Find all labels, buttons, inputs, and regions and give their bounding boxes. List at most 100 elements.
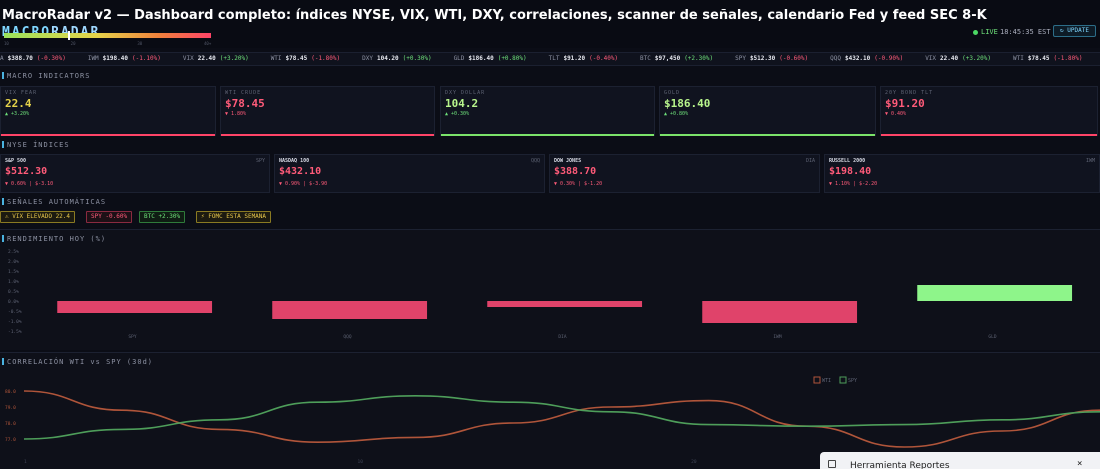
ticker-item: VIX 22.40 (+3.20%) — [925, 53, 991, 65]
ticker-change: (-0.40%) — [589, 55, 619, 62]
ticker-price: $432.10 — [844, 55, 871, 62]
index-card-spy[interactable]: S&P 500 SPY $512.30 ▼ 0.60% | $-3.10 — [0, 154, 270, 193]
ticker-price: $198.40 — [102, 55, 128, 62]
toast-title: Herramienta Reportes — [850, 461, 950, 469]
ticker-symbol: IWM — [87, 55, 99, 62]
vix-gauge-tick: 30 — [137, 41, 143, 46]
live-indicator: LIVE — [973, 28, 998, 36]
live-label: LIVE — [981, 28, 998, 36]
index-value: $512.30 — [5, 166, 48, 177]
ticker-symbol: VIX — [182, 55, 194, 62]
macro-card-label: DXY DOLLAR — [445, 90, 486, 96]
top-header: MacroRadar v2 — Dashboard completo: índi… — [0, 0, 1100, 48]
ticker-item: IWM $198.40 (-1.10%) — [88, 53, 161, 65]
macro-card-accent — [221, 134, 434, 136]
vix-gauge-bar — [4, 33, 211, 38]
ticker-change: (-1.10%) — [131, 55, 161, 62]
corr-xtick-label: 10 — [358, 459, 364, 465]
signal-chip[interactable]: SPY -0.60% — [86, 211, 133, 223]
perf-bar-spy — [57, 301, 213, 313]
vix-gauge-tick: 20 — [70, 41, 76, 46]
macro-card-value: $91.20 — [885, 97, 925, 110]
index-card-qqq[interactable]: NASDAQ 100 QQQ $432.10 ▼ 0.90% | $-3.90 — [274, 154, 545, 193]
corr-ytick-label: 79.0 — [5, 405, 16, 411]
index-card-dia[interactable]: DOW JONES DIA $388.70 ▼ 0.30% | $-1.20 — [549, 154, 820, 193]
ticker-symbol: QQQ — [830, 55, 841, 62]
perf-ytick-label: 1.0% — [8, 279, 19, 285]
correlation-title: CORRELACIÓN WTI vs SPY (30d) — [2, 358, 153, 366]
index-card-iwm[interactable]: RUSSELL 2000 IWM $198.40 ▼ 1.10% | $-2.20 — [824, 154, 1100, 193]
ticker-item: GLD $186.40 (+0.80%) — [454, 53, 527, 65]
perf-ytick-label: 2.0% — [8, 259, 19, 265]
index-name: DOW JONES — [554, 158, 582, 164]
ticker-price: $97,450 — [654, 55, 681, 62]
signal-chip[interactable]: ⚠ VIX ELEVADO 22.4 — [0, 211, 76, 223]
ticker-tape: A $388.70 (-0.30%) IWM $198.40 (-1.10%) VIX 22.… — [0, 52, 1100, 66]
performance-panel: RENDIMIENTO HOY (%) 2.5% 2.0% 1.5% 1.0% 0.5%… — [0, 229, 1100, 350]
macro-card-dxy-dollar[interactable]: DXY DOLLAR 104.2 ▲ +0.30% — [440, 86, 655, 136]
ticker-symbol: GLD — [453, 55, 465, 62]
ticker-item: WTI $78.45 (-1.80%) — [271, 53, 340, 65]
signal-chip[interactable]: BTC +2.30% — [139, 211, 186, 223]
macro-card-accent — [1, 134, 215, 136]
index-name: S&P 500 — [5, 158, 27, 164]
live-dot-icon — [973, 29, 978, 35]
macro-card-accent — [660, 134, 875, 136]
index-value: $432.10 — [279, 166, 322, 177]
ticker-price: $78.45 — [285, 55, 308, 62]
refresh-icon: ↻ — [1060, 27, 1068, 34]
ticker-symbol: VIX — [925, 55, 937, 62]
macro-card-vix-fear[interactable]: VIX FEAR 22.4 ▲ +3.20% — [0, 86, 216, 136]
ticker-symbol: WTI — [270, 55, 282, 62]
macro-card-change: ▲ +0.80% — [664, 111, 689, 117]
legend-swatch-spy — [839, 376, 847, 384]
clock: 18:45:35 EST — [1000, 28, 1051, 36]
macro-card-wti-crude[interactable]: WTI CRUDE $78.45 ▼ 1.80% — [220, 86, 435, 136]
macro-card-label: VIX FEAR — [5, 90, 38, 96]
ticker-price: 104.20 — [376, 55, 399, 62]
macro-card-gold[interactable]: GOLD $186.40 ▲ +0.80% — [659, 86, 876, 136]
legend-swatch-wti — [813, 376, 821, 384]
macro-card-value: $186.40 — [664, 97, 711, 110]
ticker-item: SPY $512.30 (-0.60%) — [735, 53, 808, 65]
vix-gauge-marker — [68, 31, 71, 40]
corr-ytick-label: 78.0 — [5, 421, 16, 427]
macro-card-20y-bond-tlt[interactable]: 20Y BOND TLT $91.20 ▼ 0.40% — [880, 86, 1098, 136]
index-name: RUSSELL 2000 — [829, 158, 866, 164]
perf-xtick-label: GLD — [988, 334, 996, 340]
ticker-change: (+3.20%) — [219, 55, 249, 62]
ticker-item: DXY 104.20 (+0.30%) — [362, 53, 431, 65]
ticker-item: BTC $97,450 (+2.30%) — [640, 53, 713, 65]
section-nyse-label: NYSE ÍNDICES — [2, 141, 70, 149]
perf-bar-dia — [487, 301, 643, 307]
ticker-item: TLT $91.20 (-0.40%) — [549, 53, 618, 65]
index-change: ▼ 0.90% | $-3.90 — [279, 181, 328, 187]
update-button[interactable]: ↻ UPDATE — [1053, 25, 1096, 37]
ticker-change: (+0.80%) — [497, 55, 527, 62]
ticker-change: (+3.20%) — [962, 55, 991, 62]
ticker-symbol: TLT — [548, 55, 560, 62]
ticker-price: 22.40 — [940, 55, 959, 62]
index-ticker: DIA — [805, 158, 815, 164]
index-value: $388.70 — [554, 166, 597, 177]
reports-toast[interactable]: Herramienta Reportes — [820, 452, 1100, 469]
macro-card-value: 22.4 — [5, 97, 32, 110]
ticker-price: $78.45 — [1027, 55, 1050, 62]
ticker-price: $388.70 — [7, 55, 33, 62]
vix-gauge-tick: 40+ — [204, 41, 212, 46]
signal-chip[interactable]: ⚡ FOMC ESTA SEMANA — [196, 211, 272, 223]
ticker-change: (-1.80%) — [311, 55, 341, 62]
ticker-item: A $388.70 (-0.30%) — [0, 53, 66, 65]
perf-xtick-label: DIA — [558, 334, 566, 340]
index-change: ▼ 1.10% | $-2.20 — [829, 181, 878, 187]
macro-card-label: 20Y BOND TLT — [885, 90, 934, 96]
index-change: ▼ 0.30% | $-1.20 — [554, 181, 603, 187]
ticker-price: $91.20 — [563, 55, 586, 62]
perf-bar-iwm — [702, 301, 858, 323]
ticker-change: (+2.30%) — [684, 55, 714, 62]
macro-card-accent — [881, 134, 1097, 136]
close-icon[interactable]: × — [1077, 459, 1083, 469]
macro-card-change: ▼ 0.40% — [885, 111, 907, 117]
performance-chart: 2.5% 2.0% 1.5% 1.0% 0.5% 0.0% -0.5% -1.0% -1.5% S… — [8, 249, 1073, 340]
perf-ytick-label: -1.0% — [8, 319, 22, 325]
